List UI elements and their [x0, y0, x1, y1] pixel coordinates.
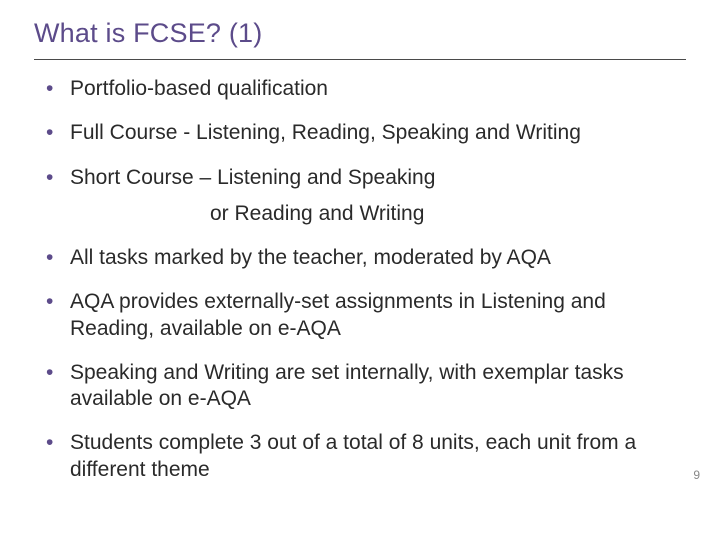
- bullet-item: All tasks marked by the teacher, moderat…: [40, 245, 686, 271]
- bullet-item: Students complete 3 out of a total of 8 …: [40, 430, 686, 483]
- bullet-list: Portfolio-based qualification Full Cours…: [40, 76, 686, 483]
- bullet-item: AQA provides externally-set assignments …: [40, 289, 686, 342]
- sub-line: or Reading and Writing: [40, 201, 686, 227]
- bullet-item: Speaking and Writing are set internally,…: [40, 360, 686, 413]
- slide-title: What is FCSE? (1): [34, 18, 686, 60]
- slide-container: What is FCSE? (1) Portfolio-based qualif…: [0, 0, 720, 540]
- bullet-item: Portfolio-based qualification: [40, 76, 686, 102]
- bullet-item: Short Course – Listening and Speaking: [40, 165, 686, 191]
- bullet-item: Full Course - Listening, Reading, Speaki…: [40, 120, 686, 146]
- page-number: 9: [693, 468, 700, 482]
- slide-content: Portfolio-based qualification Full Cours…: [34, 76, 686, 483]
